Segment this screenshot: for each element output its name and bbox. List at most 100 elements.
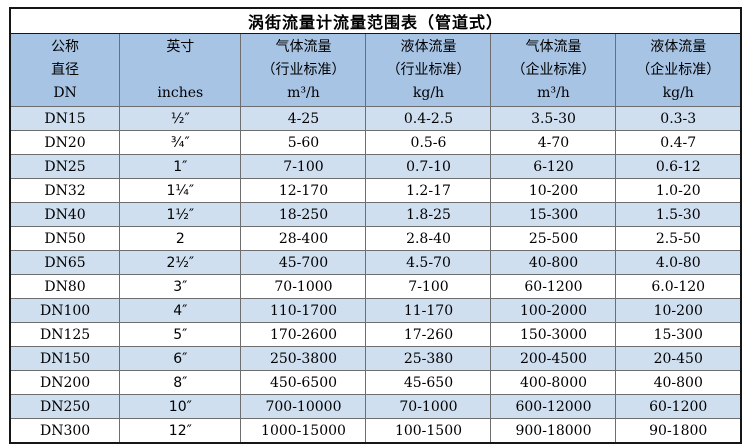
- cell-dn: DN50: [9, 226, 121, 251]
- page-title: 涡街流量计流量范围表（管道式）: [9, 7, 742, 34]
- col-header-line: 直径: [51, 61, 80, 78]
- cell-liquid-enterprise: 1.0-20: [615, 178, 742, 203]
- cell-dn: DN125: [9, 322, 121, 347]
- col-header-liquid-industry: 液体流量 （行业标准） kg/h: [365, 33, 492, 107]
- col-header-line: （行业标准）: [386, 61, 471, 78]
- cell-gas-enterprise: 100-2000: [490, 298, 617, 323]
- col-header-line: [121, 59, 240, 82]
- cell-gas-enterprise: 200-4500: [490, 346, 617, 371]
- cell-dn: DN32: [9, 178, 121, 203]
- cell-liquid-enterprise: 60-1200: [615, 394, 742, 419]
- table-row: DN50 2 28-400 2.8-40 25-500 2.5-50: [9, 226, 742, 251]
- cell-inches: ½″: [119, 106, 242, 131]
- cell-liquid-enterprise: 1.5-30: [615, 202, 742, 227]
- cell-inches: 3″: [119, 274, 242, 299]
- table-row: DN250 10″ 700-10000 70-1000 600-12000 60-1200: [9, 394, 742, 419]
- table-row: DN65 2½″ 45-700 4.5-70 40-800 4.0-80: [9, 250, 742, 275]
- cell-liquid-enterprise: 15-300: [615, 322, 742, 347]
- cell-liquid-enterprise: 2.5-50: [615, 226, 742, 251]
- table-row: DN32 1¼″ 12-170 1.2-17 10-200 1.0-20: [9, 178, 742, 203]
- cell-dn: DN100: [9, 298, 121, 323]
- col-header-line: 公称: [51, 38, 80, 55]
- cell-gas-enterprise: 3.5-30: [490, 106, 617, 131]
- cell-inches: 6″: [119, 346, 242, 371]
- cell-inches: 2½″: [119, 250, 242, 275]
- table-row: DN15 ½″ 4-25 0.4-2.5 3.5-30 0.3-3: [9, 106, 742, 131]
- cell-gas-enterprise: 400-8000: [490, 370, 617, 395]
- cell-liquid-enterprise: 10-200: [615, 298, 742, 323]
- cell-inches: 1½″: [119, 202, 242, 227]
- cell-inches: 12″: [119, 418, 242, 444]
- cell-inches: ¾″: [119, 130, 242, 155]
- cell-dn: DN40: [9, 202, 121, 227]
- cell-liquid-industry: 100-1500: [365, 418, 492, 444]
- cell-gas-industry: 170-2600: [240, 322, 367, 347]
- table-title-row: 涡街流量计流量范围表（管道式）: [9, 7, 742, 34]
- cell-gas-enterprise: 15-300: [490, 202, 617, 227]
- cell-gas-industry: 18-250: [240, 202, 367, 227]
- cell-dn: DN80: [9, 274, 121, 299]
- cell-gas-industry: 5-60: [240, 130, 367, 155]
- table-row: DN100 4″ 110-1700 11-170 100-2000 10-200: [9, 298, 742, 323]
- cell-inches: 1″: [119, 154, 242, 179]
- cell-liquid-industry: 17-260: [365, 322, 492, 347]
- col-header-line: （企业标准）: [511, 61, 596, 78]
- cell-dn: DN200: [9, 370, 121, 395]
- cell-liquid-industry: 0.7-10: [365, 154, 492, 179]
- col-header-inches: 英寸 inches: [119, 33, 242, 107]
- cell-gas-industry: 250-3800: [240, 346, 367, 371]
- cell-dn: DN25: [9, 154, 121, 179]
- table-row: DN80 3″ 70-1000 7-100 60-1200 6.0-120: [9, 274, 742, 299]
- cell-gas-enterprise: 6-120: [490, 154, 617, 179]
- cell-liquid-industry: 25-380: [365, 346, 492, 371]
- table-row: DN200 8″ 450-6500 45-650 400-8000 40-800: [9, 370, 742, 395]
- col-header-line: （企业标准）: [636, 61, 721, 78]
- col-header-line: m³/h: [287, 84, 320, 101]
- cell-gas-industry: 70-1000: [240, 274, 367, 299]
- cell-liquid-industry: 4.5-70: [365, 250, 492, 275]
- cell-liquid-industry: 2.8-40: [365, 226, 492, 251]
- cell-gas-industry: 12-170: [240, 178, 367, 203]
- table-row: DN300 12″ 1000-15000 100-1500 900-18000 90-18…: [9, 418, 742, 444]
- table-row: DN20 ¾″ 5-60 0.5-6 4-70 0.4-7: [9, 130, 742, 155]
- col-header-line: 英寸: [166, 38, 195, 55]
- cell-gas-enterprise: 600-12000: [490, 394, 617, 419]
- cell-gas-industry: 110-1700: [240, 298, 367, 323]
- cell-inches: 10″: [119, 394, 242, 419]
- cell-liquid-enterprise: 0.3-3: [615, 106, 742, 131]
- cell-inches: 4″: [119, 298, 242, 323]
- cell-dn: DN20: [9, 130, 121, 155]
- cell-gas-industry: 700-10000: [240, 394, 367, 419]
- cell-gas-enterprise: 4-70: [490, 130, 617, 155]
- cell-liquid-enterprise: 4.0-80: [615, 250, 742, 275]
- cell-liquid-enterprise: 6.0-120: [615, 274, 742, 299]
- cell-gas-industry: 45-700: [240, 250, 367, 275]
- col-header-gas-industry: 气体流量 （行业标准） m³/h: [240, 33, 367, 107]
- cell-gas-enterprise: 60-1200: [490, 274, 617, 299]
- cell-liquid-industry: 1.2-17: [365, 178, 492, 203]
- cell-liquid-industry: 0.5-6: [365, 130, 492, 155]
- cell-liquid-enterprise: 0.6-12: [615, 154, 742, 179]
- cell-liquid-industry: 70-1000: [365, 394, 492, 419]
- cell-dn: DN15: [9, 106, 121, 131]
- table-header-row: 公称 直径 DN 英寸 inches 气体流量 （行业标准） m³/h 液体流量 （行业标准） k…: [9, 33, 742, 107]
- col-header-dn: 公称直径 DN: [9, 33, 121, 107]
- cell-dn: DN150: [9, 346, 121, 371]
- cell-inches: 5″: [119, 322, 242, 347]
- cell-dn: DN300: [9, 418, 121, 444]
- table-row: DN40 1½″ 18-250 1.8-25 15-300 1.5-30: [9, 202, 742, 227]
- cell-gas-industry: 7-100: [240, 154, 367, 179]
- cell-gas-industry: 1000-15000: [240, 418, 367, 444]
- cell-dn: DN250: [9, 394, 121, 419]
- col-header-line: inches: [157, 84, 204, 101]
- col-header-line: 液体流量: [400, 38, 457, 55]
- col-header-liquid-enterprise: 液体流量 （企业标准） kg/h: [615, 33, 742, 107]
- cell-liquid-industry: 11-170: [365, 298, 492, 323]
- cell-liquid-industry: 45-650: [365, 370, 492, 395]
- col-header-line: DN: [53, 84, 77, 101]
- cell-gas-enterprise: 150-3000: [490, 322, 617, 347]
- cell-gas-enterprise: 10-200: [490, 178, 617, 203]
- cell-gas-industry: 28-400: [240, 226, 367, 251]
- col-header-line: kg/h: [412, 84, 445, 101]
